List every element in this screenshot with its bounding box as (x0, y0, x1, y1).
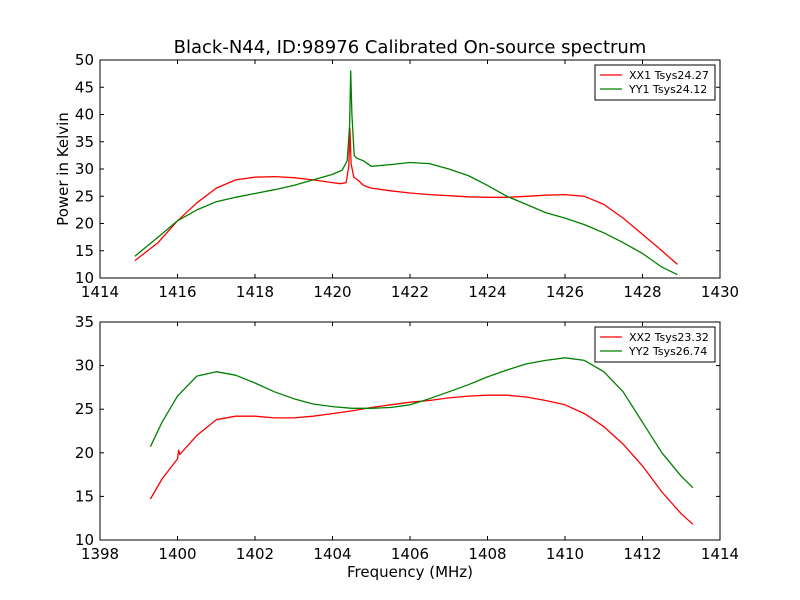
y-tick-label: 30 (75, 160, 94, 178)
y-tick-label: 50 (75, 51, 94, 69)
legend-box (594, 326, 716, 363)
x-tick-label: 1426 (546, 283, 584, 301)
x-tick-label: 1400 (158, 545, 196, 563)
x-tick-label: 1416 (158, 283, 196, 301)
x-tick-label: 1424 (468, 283, 506, 301)
y-axis-label: Power in Kelvin (54, 112, 72, 226)
x-tick-label: 1420 (313, 283, 351, 301)
x-tick-label: 1398 (81, 545, 119, 563)
y-tick-label: 35 (75, 133, 94, 151)
y-tick-label: 15 (75, 487, 94, 505)
x-tick-label: 1410 (546, 545, 584, 563)
legend-entry: XX1 Tsys24.27 (629, 69, 709, 82)
bottom-spectrum-panel: 1398 1400 1402 1404 1406 1408 1410 1412 1414 10 15… (75, 313, 739, 581)
top-spectrum-panel: 1414 1416 1418 1420 1422 1424 1426 1428 1430 10 15… (54, 51, 739, 301)
x-tick-label: 1404 (313, 545, 351, 563)
x-tick-label: 1414 (81, 283, 119, 301)
x-tick-label: 1412 (623, 545, 661, 563)
figure-title: Black-N44, ID:98976 Calibrated On-source… (174, 37, 647, 58)
x-tick-label: 1406 (391, 545, 429, 563)
legend-box (594, 64, 716, 101)
y-tick-label: 20 (75, 444, 94, 462)
series-line-xx2 (149, 394, 694, 525)
legend-entry: XX2 Tsys23.32 (629, 331, 709, 344)
x-tick-label: 1428 (623, 283, 661, 301)
x-tick-label: 1414 (701, 545, 739, 563)
y-tick-label: 30 (75, 357, 94, 375)
y-tick-label: 25 (75, 400, 94, 418)
series-line-xx1 (134, 127, 678, 265)
x-tick-label: 1402 (236, 545, 274, 563)
y-tick-label: 15 (75, 242, 94, 260)
y-tick-label: 20 (75, 215, 94, 233)
y-tick-label: 35 (75, 313, 94, 331)
y-tick-label: 40 (75, 106, 94, 124)
x-tick-label: 1418 (236, 283, 274, 301)
y-tick-label: 45 (75, 78, 94, 96)
x-tick-label: 1430 (701, 283, 739, 301)
y-tick-label: 10 (75, 269, 94, 287)
x-axis-label: Frequency (MHz) (347, 563, 473, 581)
x-tick-label: 1422 (391, 283, 429, 301)
legend-entry: YY2 Tsys26.74 (628, 345, 707, 358)
y-tick-label: 25 (75, 187, 94, 205)
series-line-yy2 (149, 357, 694, 489)
legend-entry: YY1 Tsys24.12 (628, 83, 707, 96)
series-line-yy1 (134, 70, 678, 276)
x-tick-label: 1408 (468, 545, 506, 563)
y-tick-label: 10 (75, 531, 94, 549)
